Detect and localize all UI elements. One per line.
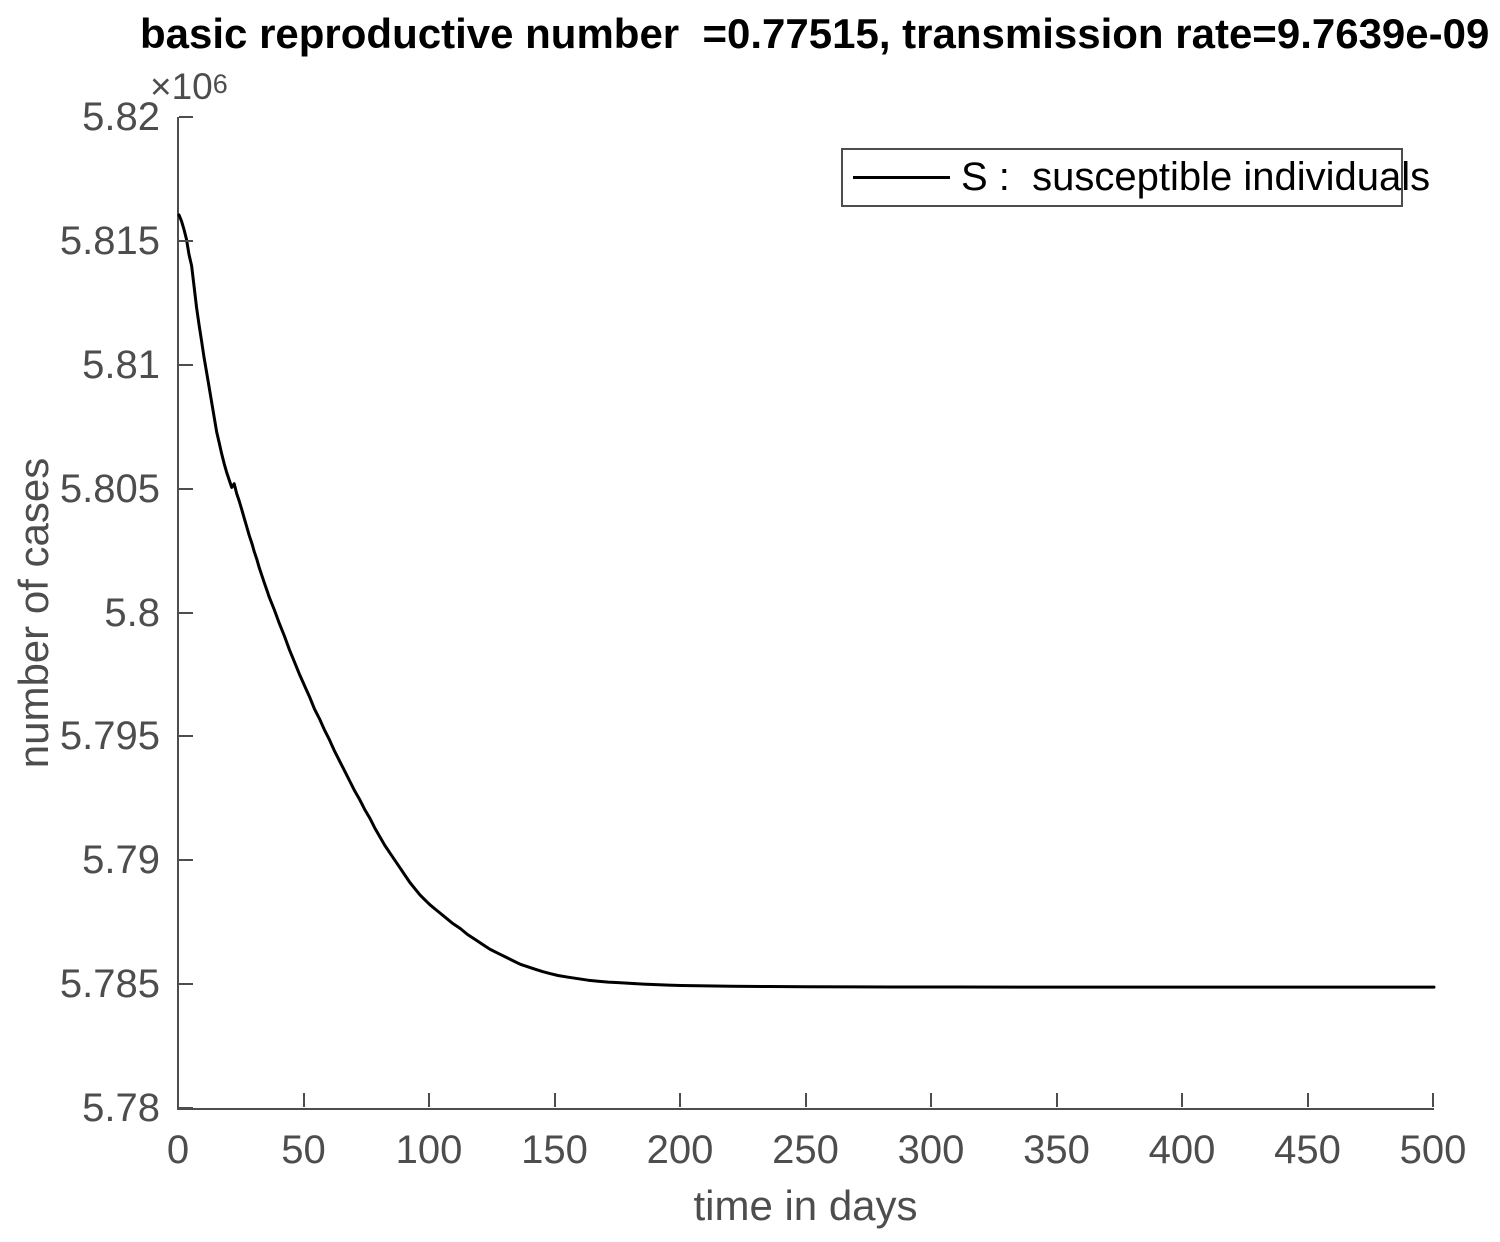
x-tick-mark	[428, 1093, 430, 1107]
y-axis-multiplier: ×106	[150, 66, 228, 108]
x-tick-label: 50	[281, 1128, 326, 1172]
x-tick-label: 0	[166, 1128, 190, 1172]
chart-title: basic reproductive number =0.77515, tran…	[140, 10, 1490, 57]
y-tick-label: 5.785	[59, 962, 160, 1007]
y-tick-label: 5.78	[82, 1086, 160, 1130]
x-tick-mark	[553, 1093, 556, 1107]
series-line-svg	[177, 213, 1436, 989]
x-tick-mark	[930, 1093, 932, 1107]
x-tick-mark	[1306, 1093, 1309, 1107]
legend: S : susceptible individuals	[841, 148, 1430, 207]
x-tick-label: 150	[521, 1128, 588, 1172]
x-tick-mark	[1055, 1093, 1058, 1107]
y-axis-multiplier-base: ×10	[150, 66, 213, 107]
y-tick-mark	[179, 239, 193, 242]
x-tick-label: 500	[1399, 1128, 1467, 1172]
y-tick-label: 5.79	[82, 838, 160, 883]
susceptible-series-line	[177, 213, 1436, 989]
x-tick-label: 350	[1023, 1128, 1090, 1172]
y-tick-label: 5.805	[59, 466, 160, 511]
y-tick-mark	[179, 859, 193, 862]
y-tick-label: 5.795	[59, 714, 160, 759]
x-tick-label: 250	[772, 1128, 839, 1172]
y-tick-mark	[179, 487, 193, 490]
y-axis-multiplier-exponent: 6	[212, 69, 228, 99]
x-tick-mark	[679, 1093, 681, 1107]
y-tick-mark	[179, 1107, 193, 1109]
y-tick-label: 5.815	[59, 218, 160, 263]
legend-label: S : susceptible individuals	[961, 155, 1431, 199]
y-tick-mark	[179, 735, 193, 738]
y-tick-label: 5.81	[82, 342, 160, 387]
x-tick-mark	[1432, 1093, 1434, 1107]
x-tick-label: 450	[1274, 1128, 1341, 1172]
x-axis-label: time in days	[693, 1182, 918, 1229]
x-tick-label: 300	[897, 1128, 965, 1172]
x-tick-label: 400	[1148, 1128, 1216, 1172]
y-tick-mark	[179, 116, 193, 118]
legend-line-sample	[853, 176, 950, 179]
y-tick-label: 5.8	[104, 590, 160, 635]
y-tick-label: 5.82	[82, 95, 160, 139]
x-tick-mark	[177, 1093, 179, 1107]
x-tick-mark	[302, 1093, 305, 1107]
y-tick-mark	[179, 611, 193, 614]
x-tick-label: 200	[646, 1128, 714, 1172]
y-tick-mark	[179, 983, 193, 986]
plot-area	[177, 117, 1436, 1110]
y-tick-mark	[179, 363, 193, 366]
x-tick-label: 100	[395, 1128, 463, 1172]
x-tick-mark	[1181, 1093, 1183, 1107]
x-tick-mark	[804, 1093, 807, 1107]
